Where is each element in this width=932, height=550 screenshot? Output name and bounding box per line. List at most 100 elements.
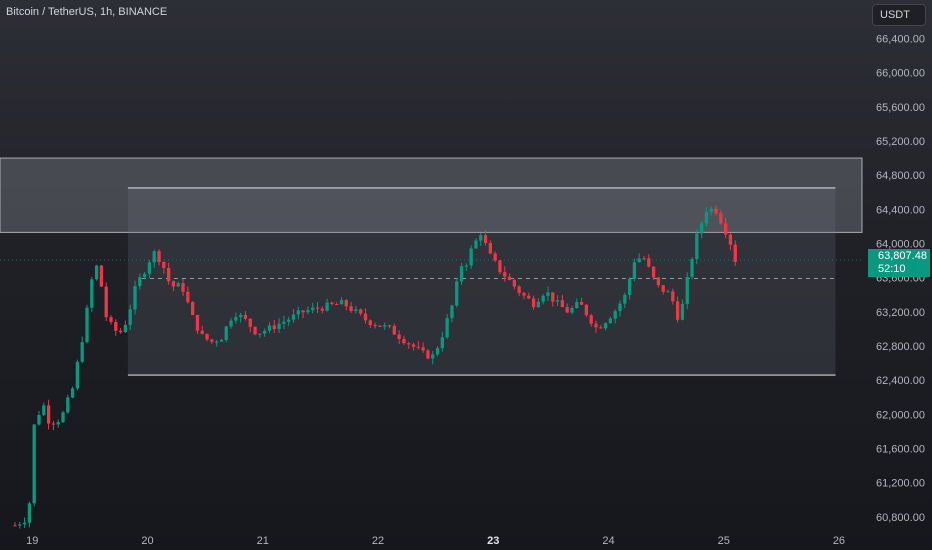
y-tick-label: 65,200.00 — [876, 136, 925, 148]
candle-body — [42, 405, 46, 415]
candle-body — [267, 325, 272, 331]
candle-body — [685, 276, 689, 304]
candle-body — [51, 423, 56, 425]
candle-body — [224, 326, 228, 340]
candle-body — [344, 300, 348, 307]
candle-body — [315, 307, 320, 309]
candle-body — [589, 315, 593, 324]
candle-body — [142, 273, 147, 278]
candle-body — [200, 330, 204, 334]
candle-body — [80, 342, 84, 362]
candle-body — [61, 412, 65, 423]
candle-body — [335, 304, 339, 306]
candle-body — [301, 310, 305, 313]
candle-body — [229, 320, 233, 327]
candle-body — [363, 313, 368, 321]
y-tick-label: 61,200.00 — [876, 478, 925, 490]
range-box-layer — [0, 187, 862, 376]
candle-body — [512, 279, 517, 287]
candle-body — [339, 300, 344, 305]
candle-body — [594, 323, 598, 328]
candle-body — [383, 325, 387, 327]
candle-body — [695, 233, 699, 260]
candle-body — [354, 309, 358, 312]
candles-layer — [13, 205, 737, 529]
candle-body — [114, 321, 118, 331]
candle-body — [565, 307, 569, 313]
candle-body — [450, 305, 454, 319]
candle-body — [642, 258, 646, 260]
candle-body — [709, 208, 713, 212]
candle-body — [469, 248, 473, 266]
y-tick-label: 60,800.00 — [876, 512, 925, 524]
candle-body — [205, 333, 209, 340]
candle-body — [243, 314, 248, 319]
candle-body — [488, 242, 492, 254]
candle-body — [219, 339, 224, 342]
candle-body — [263, 330, 267, 334]
candle-body — [325, 302, 329, 311]
candle-body — [272, 325, 276, 330]
candle-body — [656, 277, 661, 286]
candle-body — [541, 295, 545, 302]
candle-body — [27, 503, 32, 523]
candle-body — [152, 251, 156, 263]
candle-body — [555, 300, 560, 302]
candle-body — [507, 276, 512, 280]
candle-body — [291, 314, 296, 320]
candle-body — [85, 307, 89, 343]
last-price-label: 63,807.48 52:10 — [868, 249, 930, 277]
candle-body — [421, 347, 425, 351]
y-tick-label: 62,400.00 — [876, 375, 925, 387]
candle-body — [13, 525, 17, 527]
candle-body — [483, 235, 488, 243]
candle-body — [613, 311, 617, 319]
candle-body — [416, 346, 420, 348]
candle-body — [18, 524, 22, 526]
candle-body — [138, 277, 142, 287]
candle-body — [627, 278, 632, 295]
candle-body — [66, 397, 70, 413]
y-tick-label: 64,000.00 — [876, 238, 925, 250]
candle-body — [661, 285, 665, 292]
symbol-title: Bitcoin / TetherUS, 1h, BINANCE — [6, 6, 168, 18]
currency-button[interactable]: USDT — [872, 4, 926, 26]
candle-body — [248, 318, 252, 327]
candle-body — [210, 339, 214, 342]
candle-body — [133, 286, 137, 310]
candle-body — [493, 253, 497, 261]
candle-body — [714, 208, 718, 214]
candle-body — [195, 314, 200, 331]
candle-body — [118, 330, 123, 333]
candle-body — [181, 283, 185, 292]
candle-body — [147, 262, 152, 274]
candle-body — [123, 324, 128, 333]
candle-body — [70, 388, 75, 398]
candle-body — [459, 266, 464, 282]
candle-body — [599, 327, 603, 329]
candle-body — [690, 259, 694, 277]
candle-body — [387, 325, 392, 327]
candle-body — [531, 298, 536, 308]
x-tick-label: 23 — [487, 535, 499, 547]
candle-body — [723, 223, 728, 235]
candle-body — [536, 301, 541, 308]
candle-body — [517, 286, 521, 294]
candle-body — [320, 308, 324, 311]
candle-body — [349, 306, 353, 312]
candle-body — [104, 286, 108, 318]
candle-body — [407, 343, 411, 345]
x-tick-label: 22 — [372, 535, 384, 547]
candle-body — [575, 301, 579, 308]
candle-body — [311, 307, 315, 311]
candle-body — [579, 301, 584, 305]
candle-body — [258, 333, 262, 335]
candle-body — [584, 304, 589, 316]
candle-body — [464, 265, 468, 267]
candle-body — [190, 302, 195, 315]
candle-body — [287, 319, 291, 322]
candle-body — [680, 303, 685, 320]
candle-body — [608, 318, 613, 324]
candle-body — [618, 303, 622, 312]
